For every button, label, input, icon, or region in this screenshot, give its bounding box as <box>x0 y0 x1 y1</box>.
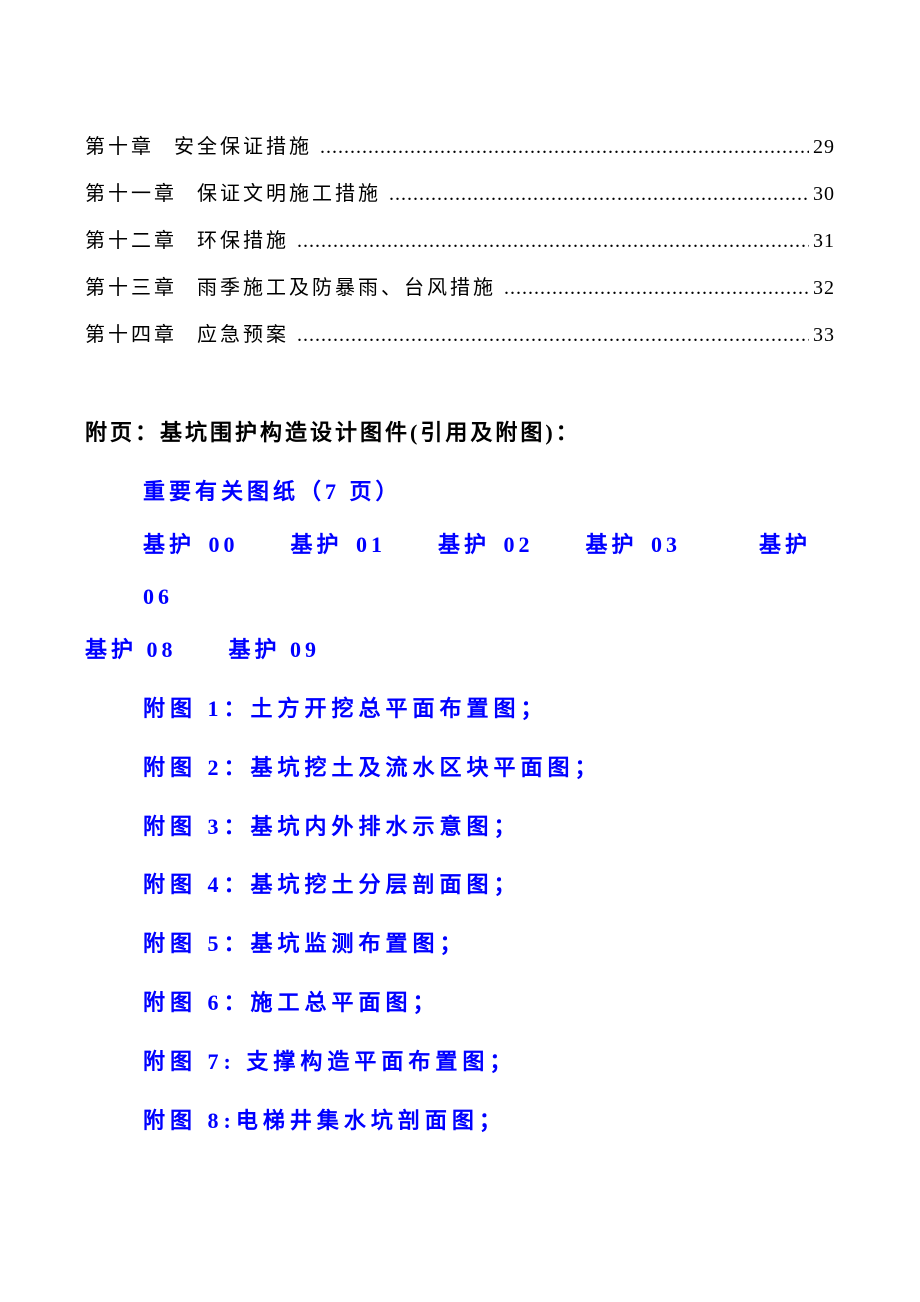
appendix-heading: 附页：基坑围护构造设计图件(引用及附图)： <box>85 407 835 460</box>
attachment-item: 附图 3：基坑内外排水示意图； <box>85 801 835 854</box>
toc-page-number: 33 <box>809 324 835 347</box>
toc-chapter: 第十四章 <box>85 318 197 347</box>
toc-leader-dots: ........................................… <box>297 230 809 253</box>
attachment-item: 附图 8:电梯井集水坑剖面图； <box>85 1095 835 1148</box>
attachment-item: 附图 6：施工总平面图； <box>85 977 835 1030</box>
toc-page-number: 29 <box>809 136 835 159</box>
toc-entry: 第十章 安全保证措施 .............................… <box>85 130 835 159</box>
toc-title: 应急预案 <box>197 318 297 347</box>
toc-leader-dots: ........................................… <box>389 183 809 206</box>
toc-entry: 第十四章 应急预案 ..............................… <box>85 318 835 347</box>
attachment-item: 附图 1：土方开挖总平面布置图； <box>85 683 835 736</box>
toc-chapter: 第十三章 <box>85 271 197 300</box>
jihu-list-line1: 基护 00 基护 01 基护 02 基护 03 基护 06 <box>85 519 835 625</box>
toc-leader-dots: ........................................… <box>504 277 809 300</box>
attachment-item: 附图 4：基坑挖土分层剖面图； <box>85 859 835 912</box>
toc-page-number: 32 <box>809 277 835 300</box>
toc-chapter: 第十章 <box>85 130 174 159</box>
toc-title: 保证文明施工措施 <box>197 177 389 206</box>
toc-title: 安全保证措施 <box>174 130 320 159</box>
appendix-section: 附页：基坑围护构造设计图件(引用及附图)： 重要有关图纸（7 页） 基护 00 … <box>85 407 835 1147</box>
toc-title: 雨季施工及防暴雨、台风措施 <box>197 271 504 300</box>
toc-title: 环保措施 <box>197 224 297 253</box>
toc-leader-dots: ........................................… <box>297 324 809 347</box>
toc-page-number: 30 <box>809 183 835 206</box>
toc-entry: 第十一章 保证文明施工措施 ..........................… <box>85 177 835 206</box>
main-drawings-label: 重要有关图纸（7 页） <box>85 466 835 519</box>
toc-page-number: 31 <box>809 230 835 253</box>
attachment-item: 附图 2：基坑挖土及流水区块平面图； <box>85 742 835 795</box>
attachment-item: 附图 7: 支撑构造平面布置图； <box>85 1036 835 1089</box>
attachment-item: 附图 5：基坑监测布置图； <box>85 918 835 971</box>
toc-leader-dots: ........................................… <box>320 136 809 159</box>
table-of-contents: 第十章 安全保证措施 .............................… <box>85 130 835 347</box>
toc-entry: 第十三章 雨季施工及防暴雨、台风措施 .....................… <box>85 271 835 300</box>
toc-chapter: 第十一章 <box>85 177 197 206</box>
toc-chapter: 第十二章 <box>85 224 197 253</box>
jihu-list-line2: 基护 08 基护 09 <box>85 624 835 677</box>
toc-entry: 第十二章 环保措施 ..............................… <box>85 224 835 253</box>
